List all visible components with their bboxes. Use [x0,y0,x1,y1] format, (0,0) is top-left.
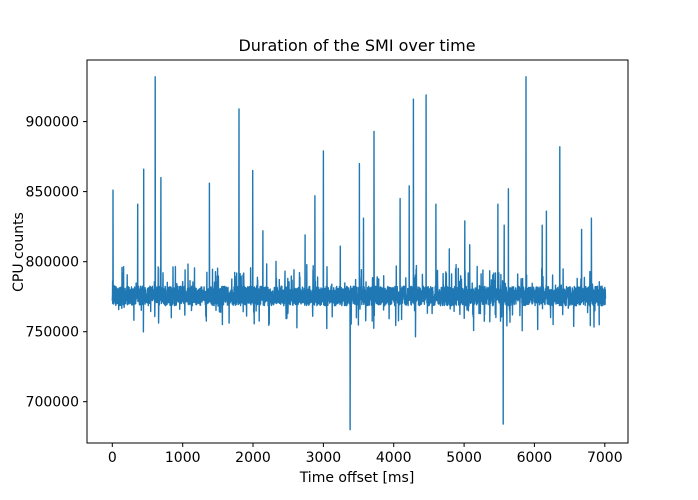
series-line [111,76,607,431]
x-tick-label: 5000 [446,450,482,466]
chart-title: Duration of the SMI over time [238,36,475,55]
y-tick-label: 900000 [26,115,79,131]
y-tick-label: 750000 [26,325,79,341]
x-tick-label: 6000 [517,450,553,466]
y-tick-label: 700000 [26,395,79,411]
axis-tick-marks [83,121,606,447]
y-axis-label: CPU counts [11,212,27,292]
x-axis-label: Time offset [ms] [299,470,415,486]
axes-frame [86,59,629,444]
x-tick-label: 1000 [165,450,201,466]
x-tick-label: 2000 [235,450,271,466]
x-tick-label: 4000 [376,450,412,466]
x-tick-label: 7000 [587,450,623,466]
x-tick-label: 0 [108,450,117,466]
axis-tick-labels: 0 1000 2000 3000 4000 5000 6000 7000 700000 75000… [26,115,623,466]
y-tick-label: 800000 [26,255,79,271]
x-tick-label: 3000 [306,450,342,466]
y-tick-label: 850000 [26,185,79,201]
